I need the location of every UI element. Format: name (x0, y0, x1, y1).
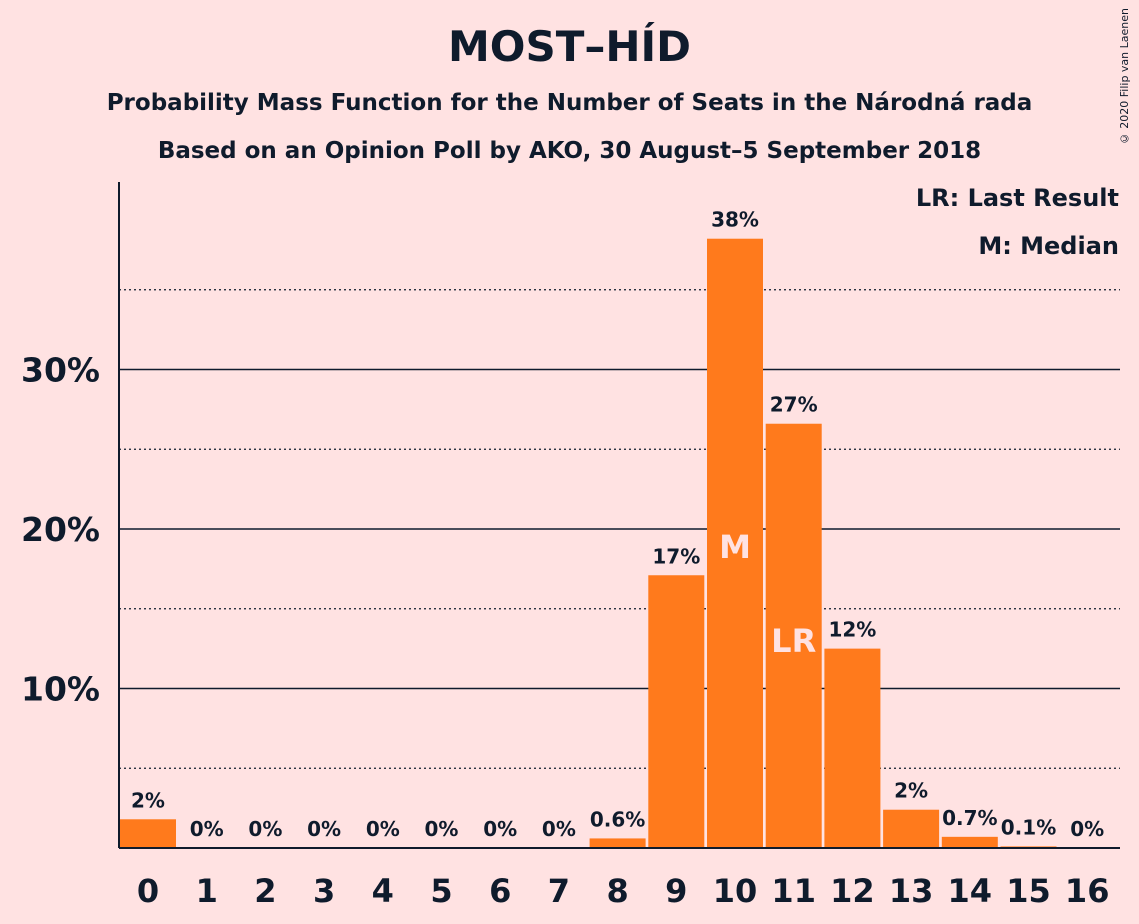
bar (707, 238, 763, 848)
data-label-backdrop (895, 775, 928, 804)
y-tick-label: 20% (21, 510, 100, 549)
x-tick-label: 13 (889, 872, 934, 910)
x-tick-label: 9 (665, 872, 687, 910)
data-label: 2% (894, 779, 928, 803)
data-label: 0% (425, 817, 459, 841)
data-label: 0% (542, 817, 576, 841)
data-label-backdrop (590, 804, 645, 833)
data-label: 38% (711, 208, 759, 232)
data-label-backdrop (772, 389, 816, 418)
data-label: 0% (483, 817, 517, 841)
data-label-backdrop (1071, 814, 1104, 842)
data-label: 2% (131, 788, 165, 812)
last-result-marker: LR (771, 622, 816, 660)
data-label-backdrop (132, 785, 164, 814)
data-label: 0.6% (590, 807, 645, 831)
x-tick-label: 0 (137, 872, 159, 910)
data-label-backdrop (484, 814, 517, 842)
data-label-backdrop (190, 814, 223, 842)
y-tick-label: 30% (21, 351, 100, 390)
data-label-backdrop (542, 814, 575, 842)
data-label-backdrop (308, 814, 341, 842)
x-tick-label: 4 (372, 872, 394, 910)
data-label-backdrop (830, 614, 874, 643)
median-marker: M (719, 528, 751, 566)
x-tick-label: 8 (606, 872, 628, 910)
data-label: 27% (770, 393, 818, 417)
chart-subtitle-2: Based on an Opinion Poll by AKO, 30 Augu… (157, 138, 982, 164)
data-label: 0% (248, 817, 282, 841)
x-tick-label: 16 (1065, 872, 1110, 910)
data-label: 0.1% (1001, 815, 1056, 839)
x-tick-label: 14 (948, 872, 993, 910)
bar (589, 838, 646, 848)
data-label: 12% (828, 618, 876, 642)
data-label-backdrop (654, 541, 698, 570)
x-tick-label: 12 (830, 872, 875, 910)
bar (765, 423, 822, 848)
legend-median: M: Median (978, 232, 1119, 260)
x-tick-label: 3 (313, 872, 335, 910)
x-tick-label: 10 (713, 872, 758, 910)
data-label-backdrop (942, 802, 997, 831)
data-label-backdrop (366, 814, 399, 842)
data-label: 0% (1070, 817, 1104, 841)
bar (648, 575, 705, 848)
data-label: 0% (366, 817, 400, 841)
bar (883, 809, 940, 848)
bar (824, 648, 881, 848)
x-tick-label: 1 (196, 872, 218, 910)
x-tick-label: 11 (771, 872, 816, 910)
data-label: 0% (190, 817, 224, 841)
bar (120, 819, 176, 848)
data-label: 0% (307, 817, 341, 841)
y-tick-label: 10% (21, 670, 100, 709)
data-label-backdrop (713, 204, 757, 233)
x-tick-label: 15 (1006, 872, 1051, 910)
data-label: 17% (652, 544, 700, 568)
bar (941, 836, 998, 848)
chart-subtitle-1: Probability Mass Function for the Number… (106, 90, 1033, 116)
data-label-backdrop (1001, 812, 1056, 841)
x-tick-label: 7 (548, 872, 570, 910)
legend-last-result: LR: Last Result (915, 184, 1119, 212)
chart-title: MOST–HÍD (447, 22, 692, 71)
data-label: 0.7% (942, 806, 997, 830)
data-label-backdrop (425, 814, 458, 842)
data-label-backdrop (249, 814, 282, 842)
x-tick-label: 5 (430, 872, 452, 910)
x-tick-label: 2 (254, 872, 276, 910)
x-tick-label: 6 (489, 872, 511, 910)
